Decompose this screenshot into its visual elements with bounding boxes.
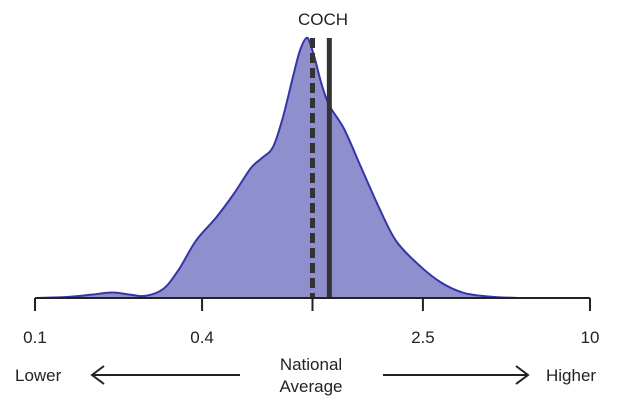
x-tick-label: 0.1 (23, 328, 47, 347)
density-area (35, 37, 548, 299)
x-tick-label: 0.4 (190, 328, 214, 347)
right-arrow (383, 365, 530, 385)
national-label: National (280, 355, 342, 374)
average-label: Average (279, 377, 342, 396)
density-curve (34, 36, 548, 299)
higher-label: Higher (546, 366, 596, 385)
chart-title: COCH (298, 10, 348, 29)
x-axis-ticks: 0.1 0.4 2.5 10 (23, 298, 599, 347)
x-tick-label: 10 (581, 328, 600, 347)
plot-area (34, 36, 548, 299)
x-tick-label: 2.5 (411, 328, 435, 347)
lower-label: Lower (15, 366, 62, 385)
left-arrow (90, 365, 240, 385)
